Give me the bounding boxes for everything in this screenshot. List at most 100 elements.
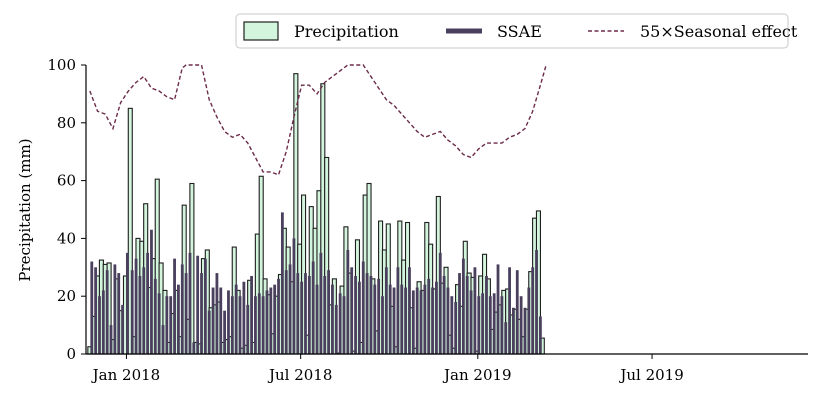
- ssae-bar: [454, 301, 458, 354]
- ssae-bar: [184, 273, 188, 354]
- ssae-bar: [315, 284, 319, 354]
- y-tick-label: 20: [57, 287, 76, 305]
- ssae-bar: [307, 275, 311, 354]
- ssae-bar: [242, 281, 246, 354]
- ssae-bar: [207, 310, 211, 354]
- ssae-bar: [450, 296, 454, 354]
- ssae-bar: [500, 296, 504, 354]
- ssae-bar: [246, 304, 250, 354]
- ssae-bar: [458, 273, 461, 354]
- ssae-bar: [125, 252, 129, 354]
- ssae-bar: [219, 287, 223, 354]
- ssae-bar: [94, 267, 98, 354]
- legend-label-ssae: SSAE: [497, 22, 542, 41]
- ssae-bar: [165, 296, 169, 354]
- ssae-bar: [296, 273, 300, 354]
- ssae-bar: [331, 284, 334, 354]
- ssae-bar: [481, 293, 485, 354]
- ssae-bar: [230, 296, 234, 354]
- ssae-bar: [109, 325, 113, 354]
- ssae-bar: [358, 281, 361, 354]
- axes: [85, 65, 808, 355]
- y-tick-label: 40: [57, 229, 76, 247]
- ssae-bar: [392, 287, 396, 354]
- ssae-bar: [146, 252, 150, 354]
- ssae-bar: [427, 278, 431, 354]
- ssae-bar: [196, 255, 200, 354]
- ssae-bar: [519, 296, 523, 354]
- ssae-bar: [254, 296, 257, 354]
- legend: Precipitation SSAE 55×Seasonal effect: [235, 13, 798, 49]
- ssae-bar: [400, 284, 404, 354]
- ssae-bar: [203, 258, 207, 354]
- ssae-bar: [223, 310, 227, 354]
- y-tick-label: 100: [47, 56, 76, 74]
- ssae-bar: [365, 273, 369, 354]
- ssae-bar: [180, 264, 184, 354]
- ssae-bar: [238, 296, 242, 354]
- x-tick-label: Jan 2019: [442, 366, 512, 384]
- ssae-bar: [288, 264, 292, 354]
- ssae-bar: [257, 293, 261, 354]
- ssae-bar: [215, 273, 219, 354]
- ssae-bar: [138, 275, 142, 354]
- ssae-bar: [431, 287, 434, 354]
- ssae-bar: [134, 258, 138, 354]
- ssae-bar: [538, 316, 542, 354]
- ssae-bar: [515, 270, 519, 354]
- ssae-bar: [342, 296, 346, 354]
- ssae-bar: [488, 296, 492, 354]
- ssae-bar: [369, 275, 373, 354]
- ssae-bar: [304, 273, 307, 354]
- ssae-bar: [280, 212, 284, 354]
- ssae-bar: [284, 270, 288, 354]
- ssae-bar: [117, 273, 121, 354]
- ssae-bar: [415, 287, 419, 354]
- ssae-bar: [496, 264, 500, 354]
- x-tick-label: Jul 2018: [267, 366, 332, 384]
- ssae-bar: [323, 275, 327, 354]
- ssae-bar: [177, 284, 180, 354]
- y-axis-title: Precipitation (mm): [16, 138, 34, 281]
- ssae-bar: [492, 293, 496, 354]
- ssae-bar: [227, 290, 230, 354]
- ssae-bar: [350, 267, 354, 354]
- ssae-bar: [535, 249, 538, 354]
- ssae-bar: [404, 287, 408, 354]
- ssae-bar: [334, 304, 338, 354]
- ssae-bar: [419, 290, 423, 354]
- ssae-bar: [435, 281, 438, 354]
- ssae-bar: [411, 290, 415, 354]
- ssae-bar: [396, 267, 400, 354]
- ssae-bar: [157, 293, 161, 354]
- ssae-bar: [527, 287, 531, 354]
- ssae-bar: [327, 270, 330, 354]
- ssae-bar: [173, 258, 176, 354]
- ssae-bar: [388, 284, 392, 354]
- ssae-bar: [101, 290, 105, 354]
- ssae-bar: [90, 261, 94, 354]
- ssae-bar: [442, 275, 446, 354]
- ssae-bar: [300, 281, 304, 354]
- ssae-bar: [211, 287, 215, 354]
- ssae-bar: [373, 284, 377, 354]
- ssae-bar: [130, 270, 134, 354]
- ssae-bar: [192, 342, 196, 354]
- tick-labels: 0 20 40 60 80 100 Jan 2018 Jul 2018 Jan 2019 Jul …: [47, 56, 683, 384]
- ssae-bar: [311, 261, 315, 354]
- ssae-bar: [512, 307, 515, 354]
- legend-swatch-precipitation: [243, 21, 279, 41]
- x-tick-label: Jul 2019: [618, 366, 683, 384]
- ssae-bar: [277, 278, 280, 354]
- ssae-bar: [269, 287, 273, 354]
- legend-frame: [235, 13, 789, 49]
- ssae-bar: [265, 290, 269, 354]
- ssae-bar: [465, 275, 469, 354]
- legend-label-precipitation: Precipitation: [294, 22, 399, 41]
- ssae-bar: [485, 275, 488, 354]
- ssae-bar: [381, 296, 384, 354]
- seasonal-effect-polyline: [89, 64, 547, 176]
- ssae-bar: [384, 267, 388, 354]
- ssae-bar: [121, 304, 124, 354]
